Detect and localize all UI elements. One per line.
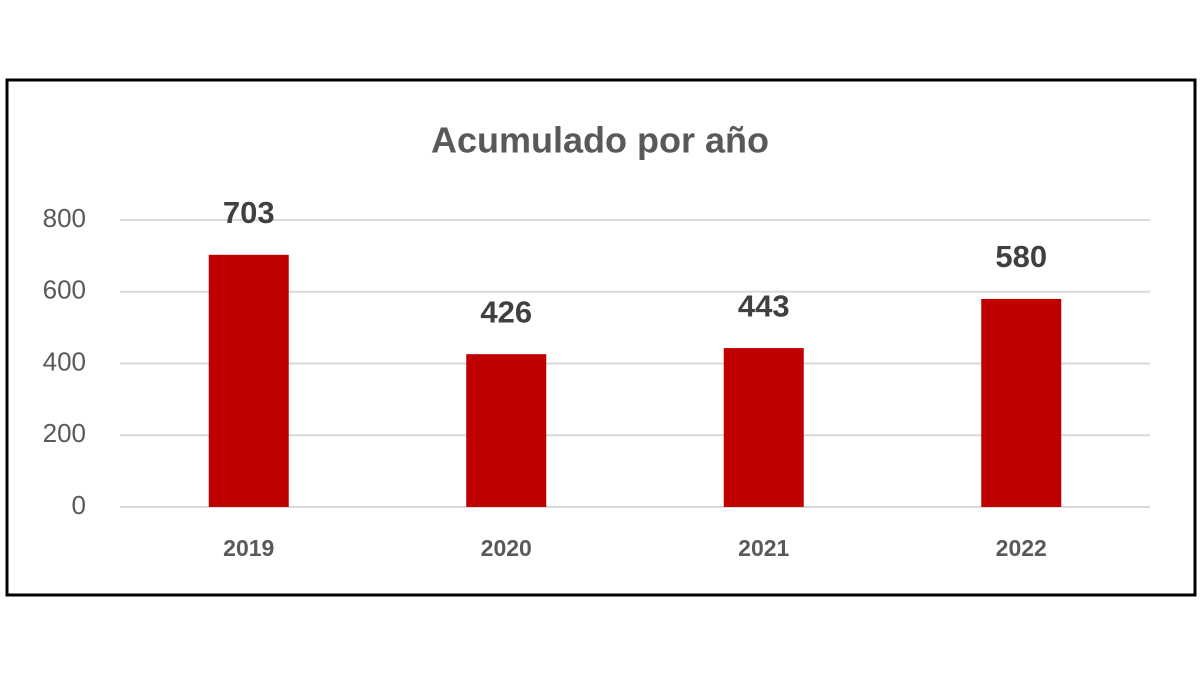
data-label: 703 [223,195,275,230]
y-tick-label: 800 [43,203,86,233]
data-label: 443 [738,288,790,323]
y-tick-label: 600 [43,275,86,305]
bar [466,354,547,507]
x-tick-label: 2021 [738,535,789,561]
bar [208,254,289,507]
bar [981,298,1062,507]
data-label: 426 [480,294,532,329]
y-tick-label: 0 [72,490,86,520]
x-tick-label: 2020 [481,535,532,561]
x-tick-label: 2019 [223,535,274,561]
bar [723,348,804,507]
chart-title: Acumulado por año [431,120,769,161]
data-label: 580 [995,239,1047,274]
x-tick-label: 2022 [996,535,1047,561]
y-tick-label: 200 [43,418,86,448]
y-tick-label: 400 [43,346,86,376]
